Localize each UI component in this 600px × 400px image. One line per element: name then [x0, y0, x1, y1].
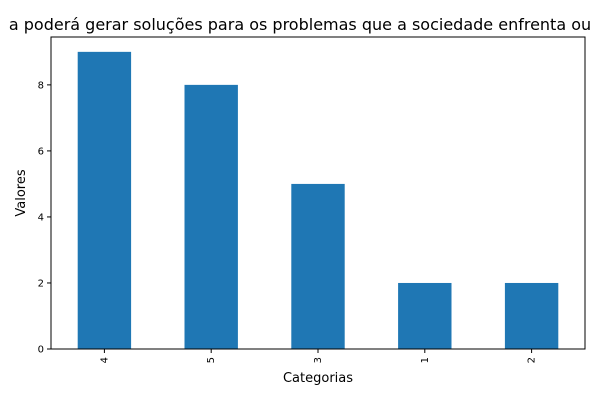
chart-title: a poderá gerar soluções para os problema… — [9, 15, 591, 34]
x-tick-label: 5 — [206, 357, 217, 363]
bar-3 — [291, 183, 345, 349]
y-tick-label: 4 — [38, 212, 44, 223]
x-tick-label: 1 — [420, 357, 431, 363]
y-axis-label: Valores — [14, 169, 29, 216]
bar-1 — [398, 282, 452, 349]
x-axis-label: Categorias — [283, 371, 353, 386]
plot-area-frame — [50, 36, 586, 350]
y-tick-label: 2 — [38, 278, 44, 289]
x-tick-label: 4 — [99, 357, 110, 363]
x-tick-label: 2 — [527, 357, 538, 363]
bar-5 — [184, 84, 238, 349]
y-tick-label: 8 — [38, 80, 44, 91]
y-tick-label: 6 — [38, 146, 44, 157]
y-axis-ticks: 0 2 4 6 8 — [38, 80, 51, 356]
y-tick-label: 0 — [38, 345, 44, 356]
x-tick-label: 3 — [313, 357, 324, 363]
x-axis-ticks: 4 5 3 1 2 — [99, 349, 538, 363]
bar-4 — [77, 51, 132, 349]
bars-group — [77, 51, 559, 349]
bar-2 — [504, 282, 559, 349]
